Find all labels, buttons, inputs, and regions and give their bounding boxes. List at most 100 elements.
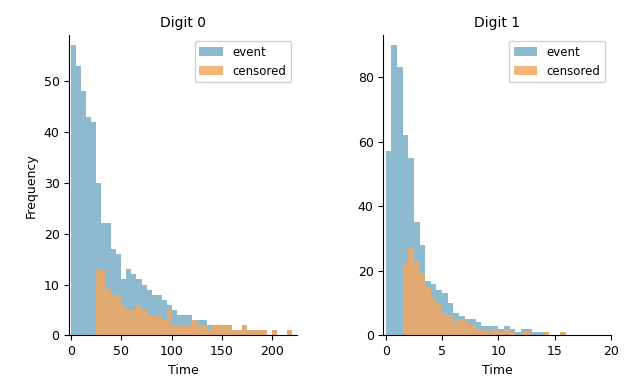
Bar [192, 320, 197, 335]
Y-axis label: Frequency: Frequency [25, 153, 38, 218]
Bar [247, 330, 252, 335]
Bar [437, 290, 442, 335]
Bar [464, 319, 470, 335]
Bar [561, 332, 566, 335]
Bar [132, 310, 137, 335]
X-axis label: Time: Time [482, 364, 513, 377]
Bar [521, 332, 527, 335]
Bar [132, 274, 137, 335]
Bar [476, 323, 481, 335]
Bar [147, 290, 152, 335]
Bar [222, 325, 227, 335]
Bar [397, 67, 403, 335]
Bar [510, 329, 515, 335]
Bar [197, 320, 202, 335]
Bar [207, 330, 212, 335]
Bar [117, 295, 122, 335]
Bar [532, 332, 538, 335]
Bar [262, 330, 267, 335]
Bar [272, 330, 277, 335]
Bar [493, 329, 498, 335]
Legend: event, censored: event, censored [509, 41, 605, 82]
Bar [181, 325, 186, 335]
Bar [487, 326, 493, 335]
Bar [425, 280, 431, 335]
Bar [71, 45, 76, 335]
Bar [470, 319, 476, 335]
Bar [186, 315, 192, 335]
Bar [442, 293, 448, 335]
Bar [257, 330, 262, 335]
Bar [257, 330, 262, 335]
Bar [192, 320, 197, 335]
X-axis label: Time: Time [168, 364, 198, 377]
Bar [561, 332, 566, 335]
Bar [437, 303, 442, 335]
Bar [544, 332, 549, 335]
Bar [181, 315, 186, 335]
Bar [262, 330, 267, 335]
Bar [147, 315, 152, 335]
Legend: event, censored: event, censored [195, 41, 291, 82]
Bar [544, 332, 549, 335]
Title: Digit 1: Digit 1 [474, 16, 520, 30]
Bar [202, 325, 207, 335]
Bar [464, 323, 470, 335]
Bar [527, 329, 532, 335]
Bar [171, 310, 176, 335]
Bar [232, 330, 237, 335]
Bar [142, 310, 147, 335]
Bar [76, 66, 81, 335]
Bar [237, 330, 242, 335]
Bar [448, 303, 454, 335]
Bar [176, 315, 181, 335]
Bar [176, 325, 181, 335]
Bar [431, 284, 437, 335]
Bar [91, 122, 96, 335]
Bar [504, 329, 510, 335]
Bar [538, 332, 544, 335]
Bar [487, 332, 493, 335]
Bar [186, 325, 192, 335]
Bar [476, 329, 481, 335]
Bar [442, 313, 448, 335]
Bar [287, 330, 292, 335]
Bar [166, 310, 171, 335]
Bar [101, 269, 106, 335]
Bar [122, 279, 127, 335]
Bar [527, 332, 532, 335]
Bar [227, 325, 232, 335]
Bar [414, 222, 420, 335]
Bar [242, 325, 247, 335]
Bar [425, 287, 431, 335]
Bar [227, 325, 232, 335]
Bar [414, 261, 420, 335]
Bar [454, 313, 459, 335]
Bar [101, 223, 106, 335]
Bar [86, 117, 91, 335]
Bar [408, 248, 414, 335]
Bar [242, 325, 247, 335]
Bar [459, 319, 464, 335]
Bar [156, 315, 161, 335]
Bar [272, 330, 277, 335]
Bar [403, 264, 408, 335]
Bar [481, 326, 487, 335]
Bar [142, 284, 147, 335]
Bar [481, 329, 487, 335]
Bar [106, 290, 112, 335]
Bar [202, 320, 207, 335]
Bar [408, 158, 414, 335]
Bar [510, 332, 515, 335]
Bar [207, 325, 212, 335]
Bar [212, 325, 217, 335]
Bar [232, 330, 237, 335]
Title: Digit 0: Digit 0 [160, 16, 206, 30]
Bar [171, 325, 176, 335]
Bar [521, 329, 527, 335]
Bar [237, 330, 242, 335]
Bar [127, 310, 132, 335]
Bar [166, 305, 171, 335]
Bar [420, 245, 425, 335]
Bar [498, 332, 504, 335]
